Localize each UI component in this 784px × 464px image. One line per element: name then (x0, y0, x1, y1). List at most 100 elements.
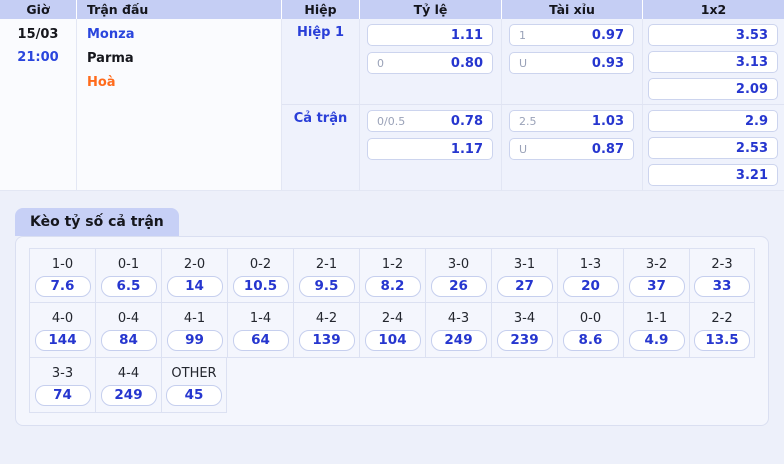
match-teams-cell: Monza Parma Hoà (77, 19, 282, 191)
score-cell-4-4: 4-4 249 (95, 358, 161, 413)
home-team-name[interactable]: Monza (87, 27, 135, 42)
score-label: 3-3 (51, 366, 74, 381)
score-odds-button[interactable]: 26 (430, 276, 487, 297)
half1-overunder-cell: 1 0.97 U 0.93 (502, 19, 643, 104)
score-odds-button[interactable]: 64 (232, 330, 289, 351)
odds-line-label: 0/0.5 (377, 114, 406, 128)
score-cell-3-0: 3-0 26 (425, 248, 491, 303)
score-odds-button[interactable]: 84 (100, 330, 157, 351)
score-odds-button[interactable]: 249 (430, 330, 487, 351)
score-label: 3-2 (645, 257, 668, 272)
odds-button-h1-draw[interactable]: 3.13 (648, 51, 778, 73)
score-cell-1-3: 1-3 20 (557, 248, 623, 303)
odds-button-h1-handicap-under[interactable]: 0 0.80 (367, 52, 493, 74)
odds-value: 2.9 (744, 113, 768, 129)
odds-button-ft-handicap-under[interactable]: 1.17 (367, 138, 493, 160)
score-cell-1-0: 1-0 7.6 (29, 248, 95, 303)
score-label: 4-1 (183, 311, 206, 326)
odds-value: 2.09 (735, 81, 768, 97)
odds-button-h1-away-win[interactable]: 2.09 (648, 78, 778, 100)
score-odds-button[interactable]: 6.5 (100, 276, 157, 297)
odds-button-h1-handicap-over[interactable]: 1.11 (367, 24, 493, 46)
score-cell-4-0: 4-0 144 (29, 303, 95, 358)
score-odds-button[interactable]: 99 (166, 330, 223, 351)
odds-line-label: 2.5 (519, 114, 537, 128)
odds-button-h1-home-win[interactable]: 3.53 (648, 24, 778, 46)
score-odds-button[interactable]: 27 (496, 276, 553, 297)
odds-button-ft-home-win[interactable]: 2.9 (648, 110, 778, 132)
score-cell-other: OTHER 45 (161, 358, 227, 413)
score-label: 0-0 (579, 311, 602, 326)
odds-value: 0.97 (591, 27, 624, 43)
score-cell-0-4: 0-4 84 (95, 303, 161, 358)
odds-value: 2.53 (735, 140, 768, 156)
odds-value: 1.03 (591, 113, 624, 129)
odds-line-label: U (519, 56, 528, 70)
score-cell-4-3: 4-3 249 (425, 303, 491, 358)
score-label: 2-3 (711, 257, 733, 272)
header-match: Trận đấu (77, 0, 282, 19)
section-label-half1: Hiệp 1 (282, 19, 360, 104)
score-odds-button[interactable]: 20 (562, 276, 619, 297)
score-cell-3-1: 3-1 27 (491, 248, 557, 303)
odds-value: 0.93 (591, 55, 624, 71)
score-cell-2-2: 2-2 13.5 (689, 303, 755, 358)
half1-label: Hiệp 1 (296, 25, 345, 40)
odds-value: 0.78 (450, 113, 483, 129)
score-cell-2-0: 2-0 14 (161, 248, 227, 303)
score-odds-button[interactable]: 37 (628, 276, 685, 297)
score-label: 1-3 (579, 257, 602, 272)
score-row: 4-0 144 0-4 84 4-1 99 1-4 64 4-2 139 2-4 104 4-3 249 3… (29, 303, 768, 358)
score-grid: 1-0 7.6 0-1 6.5 2-0 14 0-2 10.5 2-1 9.5 1-2 8.2 3-0 2… (29, 248, 768, 413)
score-label: 0-2 (249, 257, 272, 272)
odds-button-ft-handicap-over[interactable]: 0/0.5 0.78 (367, 110, 493, 132)
score-label: 2-0 (183, 257, 206, 272)
odds-value: 1.17 (450, 141, 483, 157)
score-cell-4-2: 4-2 139 (293, 303, 359, 358)
score-odds-button[interactable]: 239 (496, 330, 553, 351)
score-odds-button[interactable]: 10.5 (232, 276, 289, 297)
header-half: Hiệp (282, 0, 360, 19)
score-odds-button[interactable]: 104 (364, 330, 421, 351)
odds-button-ft-under[interactable]: U 0.87 (509, 138, 634, 160)
score-odds-button[interactable]: 139 (298, 330, 355, 351)
score-cell-0-1: 0-1 6.5 (95, 248, 161, 303)
score-odds-button[interactable]: 4.9 (628, 330, 685, 351)
match-date: 15/03 (17, 27, 59, 42)
score-odds-button[interactable]: 74 (34, 385, 91, 406)
score-cell-4-1: 4-1 99 (161, 303, 227, 358)
score-label: 3-1 (513, 257, 536, 272)
score-label: 4-2 (315, 311, 338, 326)
match-odds-table: Giờ Trận đấu Hiệp Tỷ lệ Tài xỉu 1x2 15/0… (0, 0, 784, 191)
odds-button-h1-under[interactable]: U 0.93 (509, 52, 634, 74)
score-cell-1-2: 1-2 8.2 (359, 248, 425, 303)
odds-line-label: 0 (377, 56, 384, 70)
odds-button-ft-away-win[interactable]: 3.21 (648, 164, 778, 186)
odds-button-ft-over[interactable]: 2.5 1.03 (509, 110, 634, 132)
score-label: 2-4 (381, 311, 404, 326)
header-1x2: 1x2 (643, 0, 784, 19)
draw-label: Hoà (87, 75, 116, 90)
score-odds-button[interactable]: 249 (100, 385, 157, 406)
section-label-fulltime: Cả trận (282, 104, 360, 191)
score-odds-button[interactable]: 45 (166, 385, 222, 406)
score-odds-button[interactable]: 7.6 (34, 276, 91, 297)
odds-value: 3.21 (735, 167, 768, 183)
odds-button-h1-over[interactable]: 1 0.97 (509, 24, 634, 46)
score-odds-button[interactable]: 13.5 (694, 330, 750, 351)
score-cell-2-1: 2-1 9.5 (293, 248, 359, 303)
header-over-under: Tài xỉu (502, 0, 643, 19)
tab-correct-score[interactable]: Kèo tỷ số cả trận (15, 208, 179, 236)
score-odds-button[interactable]: 33 (694, 276, 750, 297)
score-cell-3-4: 3-4 239 (491, 303, 557, 358)
score-odds-button[interactable]: 9.5 (298, 276, 355, 297)
score-odds-button[interactable]: 8.2 (364, 276, 421, 297)
score-odds-button[interactable]: 8.6 (562, 330, 619, 351)
odds-button-ft-draw[interactable]: 2.53 (648, 137, 778, 159)
score-odds-button[interactable]: 144 (34, 330, 91, 351)
fulltime-1x2-cell: 2.9 2.53 3.21 (643, 104, 784, 191)
score-odds-button[interactable]: 14 (166, 276, 223, 297)
score-label: 1-4 (249, 311, 272, 326)
odds-value: 0.80 (450, 55, 483, 71)
odds-value: 3.53 (735, 27, 768, 43)
